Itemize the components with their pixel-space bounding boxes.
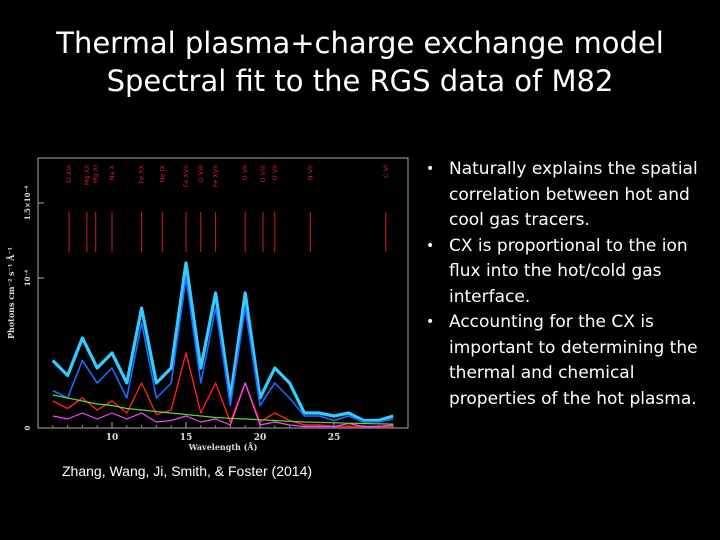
ion-label: Fe XVII [212,165,220,187]
bullet-text: CX is proportional to the ion flux into … [449,235,688,307]
citation-caption: Zhang, Wang, Ji, Smith, & Foster (2014) [62,463,313,479]
x-tick-label: 20 [254,433,267,443]
spectrum-series [51,261,394,428]
y-ticks: 0 10⁻⁴ 1.5×10⁻⁴ [23,186,44,430]
ion-labels: Si XIII Mg XII Mg XI Na X Fe XX Ne IX Fe XVII O… [65,164,390,252]
plot-frame [37,157,409,429]
y-axis-label: Photons cm⁻² s⁻¹ Å⁻¹ [6,247,16,339]
ion-label: O VIII [197,165,205,182]
ion-label: O VII [271,165,279,181]
y-tick-label: 10⁻⁴ [23,270,32,287]
bullet-item: • Accounting for the CX is important to … [422,310,716,412]
ion-label: Mg XI [92,165,100,183]
slide-title-line1: Thermal plasma+charge exchange model [56,26,664,60]
ion-label: Fe XVII [182,165,190,187]
slide-title: Thermal plasma+charge exchange model Spe… [0,24,720,100]
data-envelope-line [51,261,394,423]
ion-label: N VII [306,165,314,180]
data-line [52,277,394,423]
slide-title-line2: Spectral fit to the RGS data of M82 [106,64,614,98]
continuum-line [52,394,394,425]
spectrum-figure: 10 15 20 25 0 10⁻⁴ 1.5×10⁻⁴ Si XIII Mg XII Mg X… [0,150,420,480]
cx-model-line [52,382,394,428]
bullet-marker: • [426,161,435,177]
y-tick-label: 1.5×10⁻⁴ [23,186,32,221]
x-tick-label: 10 [106,433,119,443]
y-tick-label: 0 [23,425,32,430]
ion-label: Na X [108,164,116,180]
ion-label: Fe XX [138,164,146,183]
ion-label: O VIII [259,165,267,182]
ion-label: C VI [382,165,390,178]
x-ticks: 10 15 20 25 [52,422,394,443]
bullet-list: • Naturally explains the spatial correla… [422,157,716,412]
x-tick-label: 25 [328,433,341,443]
bullet-item: • Naturally explains the spatial correla… [422,157,716,234]
x-tick-label: 15 [180,433,193,443]
ion-label: O VII [241,165,249,181]
bullet-marker: • [426,314,435,330]
bullet-text: Naturally explains the spatial correlati… [449,159,698,230]
bullet-item: • CX is proportional to the ion flux int… [422,234,716,311]
ion-label: Mg XII [83,165,91,185]
bullet-marker: • [426,237,435,254]
ion-label: Ne IX [158,164,166,182]
ion-label: Si XIII [65,165,73,183]
bullet-text: Accounting for the CX is important to de… [449,312,698,409]
x-axis-label: Wavelength (Å) [188,442,258,452]
